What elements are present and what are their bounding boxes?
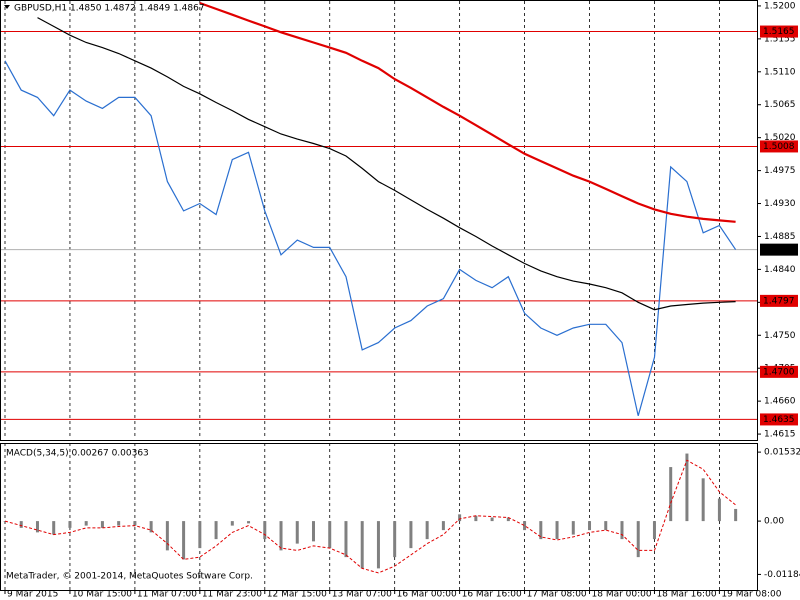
price-frame [0,0,758,441]
macd-bar [701,478,705,522]
macd-bar [604,521,608,531]
copyright: MetaTrader, © 2001-2014, MetaQuotes Soft… [6,572,253,582]
moving-average [199,1,736,223]
x-tick-label: 13 Mar 07:00 [332,590,392,600]
macd-bar [474,515,478,522]
macd-bar [652,521,656,540]
macd-bar [198,521,202,549]
x-tick-label: 12 Mar 15:00 [267,590,327,600]
menu-arrow[interactable] [4,5,10,9]
x-tick-label: 19 Mar 08:00 [721,590,781,600]
macd-bar [376,521,380,569]
macd-bar [230,521,234,526]
y-tick-label: 1.5200 [764,1,796,11]
y-tick-label: 1.4660 [764,397,796,407]
macd-bar [717,498,721,522]
macd-bar [100,521,104,528]
macd-bar [52,521,56,535]
macd-bar [685,453,689,522]
macd-bar [247,521,251,524]
macd-bar [620,521,624,540]
y-tick-label: 1.5020 [764,133,796,143]
macd-bar [458,514,462,522]
macd-bar [182,521,186,560]
level-label: 1.4700 [763,367,795,377]
level-badge [760,365,798,378]
y-tick-label: 1.4930 [764,199,796,209]
macd-frame [0,443,758,591]
macd-bar [214,521,218,540]
y-tick-label: 1.5155 [764,34,796,44]
y-tick-label: 1.4615 [764,430,796,440]
y-tick-label: 1.4975 [764,166,796,176]
y-tick-label: 1.5110 [764,67,796,77]
macd-bar [165,521,169,551]
x-tick-label: 11 Mar 23:00 [202,590,262,600]
macd-bar [360,521,364,569]
macd-bar [539,521,543,540]
macd-bar [279,521,283,551]
macd-bar [571,521,575,535]
moving-average [37,17,736,311]
macd-bar [35,521,39,533]
macd-bar [555,521,559,540]
macd-bar [425,521,429,540]
level-label: 1.4797 [763,296,795,306]
macd-bar [393,521,397,558]
macd-bar [344,521,348,558]
x-tick-label: 10 Mar 15:00 [72,590,132,600]
y-tick-label: -0.01184 [764,570,800,580]
x-tick-label: 18 Mar 00:00 [592,590,652,600]
macd-bar [490,517,494,522]
macd-header: MACD(5,34,5) 0.00267 0.00363 [6,449,149,459]
macd-bar [84,521,88,526]
x-tick-label: 9 Mar 2015 [7,590,58,600]
level-badge [760,140,798,153]
y-tick-label: 1.4885 [764,232,796,242]
level-label: 1.5008 [763,142,795,152]
macd-bar [295,521,299,544]
macd-bar [19,521,23,528]
macd-bar [328,521,332,549]
macd-bar [669,467,673,522]
x-tick-label: 18 Mar 16:00 [656,590,716,600]
macd-bar [311,521,315,542]
level-badge [760,413,798,426]
y-tick-label: 1.4840 [764,265,796,275]
level-label: 1.5165 [763,27,795,37]
macd-bar [441,521,445,531]
y-tick-label: 0.00 [764,517,784,527]
bid-badge [760,243,798,256]
macd-bar [636,521,640,558]
y-tick-label: 1.5065 [764,100,796,110]
macd-bar [734,508,738,522]
macd-bar [68,521,72,528]
x-tick-label: 17 Mar 08:00 [527,590,587,600]
x-tick-label: 16 Mar 16:00 [462,590,522,600]
level-badge [760,294,798,307]
x-tick-label: 16 Mar 00:00 [397,590,457,600]
macd-bar [588,521,592,531]
y-tick-label: 1.4750 [764,331,796,341]
level-label: 1.4635 [763,415,795,425]
signal-line [4,459,736,574]
macd-bar [506,517,510,522]
x-tick-label: 11 Mar 07:00 [137,590,197,600]
symbol-header: GBPUSD,H1 1.4850 1.4872 1.4849 1.4867 [14,4,205,14]
price-line [4,60,737,416]
macd-bar [523,521,527,531]
macd-bar [409,521,413,549]
macd-bar [117,521,121,526]
y-tick-label: 0.01532 [764,448,800,458]
macd-bar [263,521,267,540]
macd-bar [133,521,137,526]
macd-bar [149,521,153,533]
bid-label: 1.4867 [763,245,795,255]
level-badge [760,25,798,38]
